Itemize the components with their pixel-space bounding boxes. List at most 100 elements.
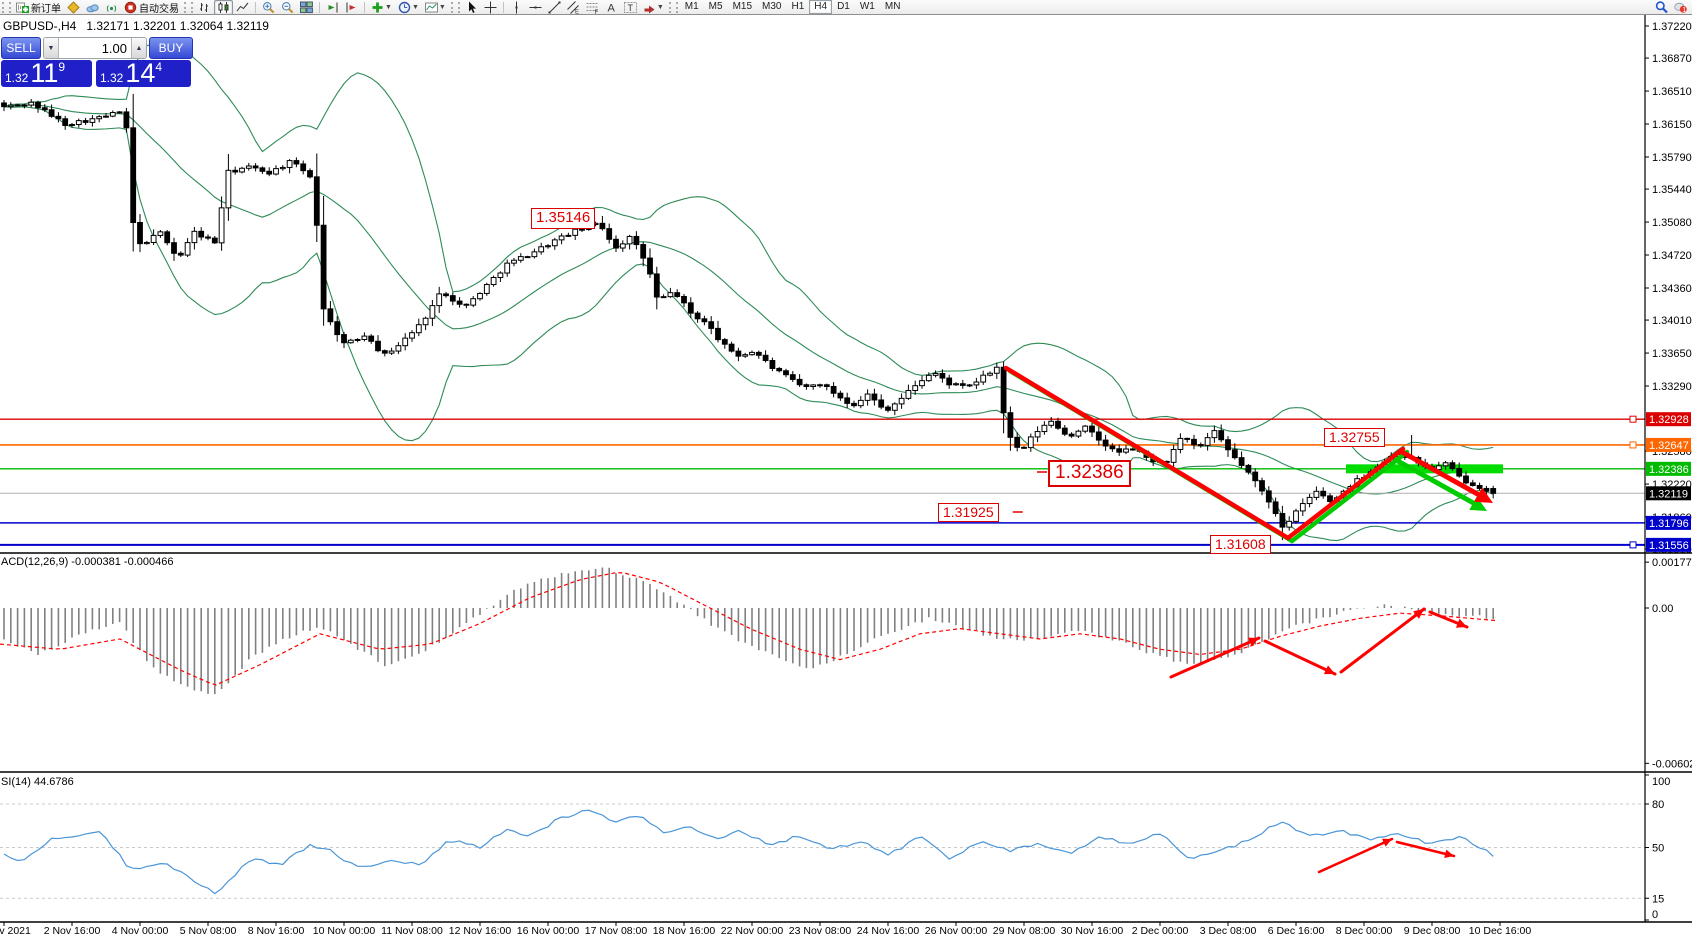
main-pane[interactable]	[0, 14, 1645, 553]
svg-text:2 Dec 00:00: 2 Dec 00:00	[1132, 925, 1189, 937]
hline-anchor-1.31556[interactable]	[1629, 541, 1637, 549]
chart-shift-button[interactable]	[342, 0, 361, 15]
toolbar-grip[interactable]	[184, 1, 193, 13]
svg-text:80: 80	[1652, 799, 1664, 811]
zoom-out-button[interactable]	[278, 0, 297, 15]
price-annotation-1.32755[interactable]: 1.32755	[1324, 428, 1385, 448]
one-click-trading-panel: SELL ▼ ▲ BUY 1.32 11 9 1.32 14 4	[1, 37, 193, 87]
timeframe-h4-button[interactable]: H4	[809, 0, 833, 14]
svg-text:10 Nov 00:00: 10 Nov 00:00	[313, 925, 376, 937]
timeframe-m30-button[interactable]: M30	[762, 1, 782, 12]
trade-panel-buttons-row: SELL ▼ ▲ BUY	[1, 37, 193, 59]
svg-text:1.33290: 1.33290	[1652, 381, 1692, 393]
volume-input[interactable]	[58, 38, 132, 58]
price-annotation-1.31925[interactable]: 1.31925	[938, 503, 999, 523]
chevron-down-icon[interactable]: ▼	[411, 3, 419, 11]
text-label-button[interactable]: T	[621, 0, 640, 15]
price-axis-strip[interactable]	[1645, 14, 1692, 938]
hline-anchor-1.32928[interactable]	[1629, 415, 1637, 423]
sell-button[interactable]: SELL	[1, 37, 41, 59]
buy-price-prefix: 1.32	[100, 71, 124, 85]
templates-button[interactable]: ▼	[422, 0, 449, 15]
cursor-button[interactable]	[462, 0, 481, 15]
svg-text:26 Nov 00:00: 26 Nov 00:00	[925, 925, 988, 937]
zoom-in-icon	[262, 1, 275, 14]
svg-text:1.32386: 1.32386	[1649, 464, 1689, 476]
svg-text:1.31556: 1.31556	[1649, 540, 1689, 552]
equidistant-channel-button[interactable]: E	[564, 0, 583, 15]
svg-text:0: 0	[1652, 909, 1658, 921]
text-label-icon: T	[623, 1, 637, 14]
chevron-down-icon[interactable]: ▼	[385, 3, 392, 11]
rsi-arrows[interactable]	[1317, 837, 1456, 874]
search-button[interactable]	[1652, 0, 1671, 15]
bar-chart-button[interactable]	[195, 0, 214, 15]
buy-price-big: 14	[125, 58, 156, 88]
toolbar-grip[interactable]	[2, 1, 11, 13]
timeframe-h1-button[interactable]: H1	[791, 1, 805, 12]
svg-text:1 Nov 2021: 1 Nov 2021	[0, 925, 31, 937]
support-zone-band[interactable]	[1346, 464, 1503, 474]
svg-text:4 Nov 00:00: 4 Nov 00:00	[112, 925, 169, 937]
trendline-button[interactable]	[545, 0, 564, 15]
zoom-in-button[interactable]	[259, 0, 278, 15]
timeframe-d1-button[interactable]: D1	[837, 1, 850, 12]
timeframe-m1-button[interactable]: M1	[684, 1, 699, 12]
trend-arrows[interactable]	[1003, 365, 1493, 544]
volume-decrease-button[interactable]: ▼	[44, 38, 58, 58]
tile-windows-icon	[300, 1, 313, 14]
cloud-button[interactable]	[83, 0, 102, 15]
cloud-icon	[86, 1, 99, 14]
indicators-icon	[371, 1, 384, 14]
fibonacci-button[interactable]: F	[583, 0, 602, 15]
price-annotation-1.32386[interactable]: 1.32386	[1048, 460, 1131, 487]
auto-scroll-button[interactable]	[323, 0, 342, 15]
timeframe-w1-button[interactable]: W1	[859, 1, 875, 12]
text-button[interactable]: A	[602, 0, 621, 15]
candles	[1, 93, 1497, 541]
tile-windows-button[interactable]	[297, 0, 316, 15]
cursor-icon	[465, 1, 478, 14]
periods-button[interactable]: ▼	[395, 0, 422, 15]
svg-text:15: 15	[1652, 893, 1664, 905]
community-button[interactable]: 1	[1671, 0, 1690, 15]
svg-text:1.34720: 1.34720	[1652, 250, 1692, 262]
macd-arrows[interactable]	[1169, 607, 1469, 679]
chevron-down-icon[interactable]: ▼	[438, 3, 446, 11]
buy-button[interactable]: BUY	[149, 37, 193, 59]
toolbar-grip[interactable]	[450, 1, 460, 13]
indicators-button[interactable]: ▼	[368, 0, 395, 15]
price-annotation-1.35146[interactable]: 1.35146	[531, 208, 596, 229]
signals-button[interactable]	[102, 0, 121, 15]
macd-pane[interactable]	[0, 554, 1645, 772]
line-chart-button[interactable]	[233, 0, 252, 15]
templates-icon	[424, 1, 438, 14]
sell-price-box[interactable]: 1.32 11 9	[1, 60, 92, 87]
timeframe-m15-button[interactable]: M15	[732, 1, 753, 12]
buy-price-box[interactable]: 1.32 14 4	[96, 60, 191, 87]
volume-increase-button[interactable]: ▲	[132, 38, 146, 58]
line-chart-icon	[236, 1, 249, 14]
toolbar-grip[interactable]	[668, 1, 678, 13]
chevron-down-icon[interactable]: ▼	[656, 3, 664, 11]
arrows-button[interactable]: ▼	[640, 0, 667, 15]
timeframe-mn-button[interactable]: MN	[884, 1, 901, 12]
vline-icon	[510, 1, 523, 14]
crosshair-button[interactable]	[481, 0, 500, 15]
candle-chart-button[interactable]	[214, 0, 233, 15]
price-annotation-1.31608[interactable]: 1.31608	[1210, 535, 1271, 555]
horizontal-line-button[interactable]	[526, 0, 545, 15]
styler-button[interactable]	[64, 0, 83, 15]
main-chart	[0, 42, 1645, 549]
vertical-line-button[interactable]	[507, 0, 526, 15]
svg-text:30 Nov 16:00: 30 Nov 16:00	[1061, 925, 1124, 937]
price-axis[interactable]: 1.37220 1.36870 1.36510 1.36150 1.35790 1.354…	[1645, 21, 1692, 921]
new-order-button[interactable]: 新订单	[13, 0, 64, 15]
triangle-up-icon: ▲	[135, 44, 143, 52]
autotrading-button[interactable]: 自动交易	[121, 0, 182, 15]
hline-anchor-1.32647[interactable]	[1629, 441, 1637, 449]
timeframe-m5-button[interactable]: M5	[708, 1, 723, 12]
time-axis[interactable]: 1 Nov 2021 2 Nov 16:00 4 Nov 00:00 5 Nov 08…	[0, 922, 1531, 937]
